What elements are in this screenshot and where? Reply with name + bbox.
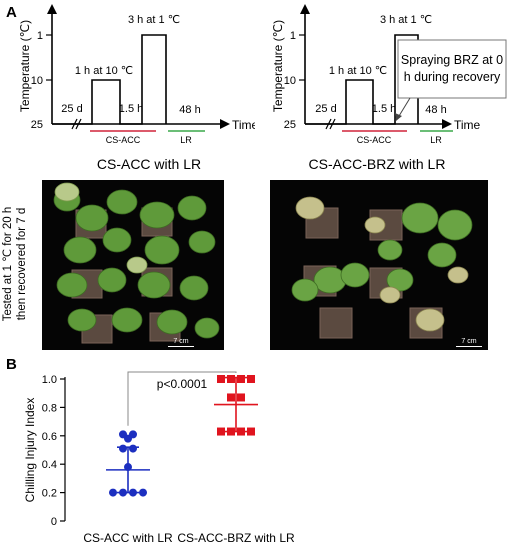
schematic-right-x-label: Time [454, 118, 481, 132]
y-tick-25: 25 [284, 119, 296, 131]
y-tick-label: 0.4 [42, 459, 57, 471]
side-label-line-2: then recovered for 7 d [16, 207, 28, 321]
data-point-square [227, 375, 235, 383]
y-tick-1: 1 [290, 30, 296, 42]
seg-3h-1: 3 h at 1 ℃ [380, 14, 432, 26]
photo-title-right: CS-ACC-BRZ with LR [308, 156, 446, 172]
seg-48h: 48 h [179, 104, 200, 116]
photo-title-left: CS-ACC with LR [96, 156, 202, 172]
y-tick-label: 0 [51, 516, 57, 528]
y-tick-10: 10 [31, 75, 43, 87]
chart-ylabel: Chilling Injury Index [23, 398, 37, 503]
schematic-right: Temperature (℃) Time 1 10 25 25 d 1 h at… [271, 4, 507, 145]
phase-cs-acc: CS-ACC [106, 135, 141, 145]
y-tick-10: 10 [284, 75, 296, 87]
scale-bar-left-line [168, 346, 194, 347]
data-point-square [217, 427, 225, 436]
seg-25d: 25 d [315, 103, 336, 115]
seg-48h: 48 h [425, 104, 446, 116]
data-point-circle [119, 444, 127, 453]
phase-cs-acc: CS-ACC [357, 135, 392, 145]
scale-bar-left-label: 7 cm [173, 338, 189, 345]
data-point-circle [129, 444, 137, 453]
schematic-left-y-label: Temperature (℃) [18, 20, 32, 112]
y-tick-label: 0.2 [42, 488, 57, 500]
y-tick-1: 1 [37, 30, 43, 42]
data-point-circle [109, 488, 117, 497]
significance-bracket [127, 371, 237, 426]
x-category-label: CS-ACC with LR [83, 531, 173, 545]
phase-lr: LR [430, 135, 442, 145]
phase-lr: LR [180, 135, 192, 145]
scale-bar-right-label: 7 cm [461, 338, 477, 345]
schematic-left: Temperature (℃) Time 1 10 25 25 d 1 h at… [18, 4, 255, 145]
scale-bar-right: 7 cm [456, 338, 482, 347]
seg-1h-10: 1 h at 10 ℃ [329, 65, 387, 77]
scale-bar-right-line [456, 346, 482, 347]
y-tick-label: 0.8 [42, 402, 57, 414]
seg-1-5h: 1.5 h [372, 103, 396, 115]
data-point-square [237, 375, 245, 383]
p-value-annotation: p<0.0001 [157, 377, 208, 391]
panel-a-label: A [6, 4, 17, 21]
data-point-square [217, 375, 225, 383]
y-tick-25: 25 [31, 119, 43, 131]
data-point-circle [124, 434, 132, 443]
data-point-square [227, 393, 235, 402]
schematic-right-y-label: Temperature (℃) [271, 20, 285, 112]
seg-1h-10: 1 h at 10 ℃ [75, 65, 133, 77]
data-point-square [247, 375, 255, 383]
seg-1-5h: 1.5 h [119, 103, 143, 115]
y-tick-label: 1.0 [42, 374, 57, 386]
plant-photo-left: 7 cm [42, 180, 224, 350]
chilling-injury-chart: Chilling Injury Index 0 0.2 0.4 0.6 0.8 1.0 p… [23, 371, 295, 545]
panel-b-label: B [6, 356, 17, 373]
plant-photo-right: 7 cm [270, 180, 488, 350]
data-point-square [237, 393, 245, 402]
callout-box [397, 39, 507, 99]
callout-text: Spraying BRZ at 0 h during recovery [400, 53, 504, 84]
data-point-square [247, 427, 255, 436]
y-tick-label: 0.6 [42, 431, 57, 443]
schematic-left-x-label: Time [232, 118, 255, 132]
side-label-line-1: Tested at 1 ℃ for 20 h [2, 206, 14, 322]
seg-25d: 25 d [61, 103, 82, 115]
x-category-label: CS-ACC-BRZ with LR [177, 531, 295, 545]
scale-bar-left: 7 cm [168, 338, 194, 347]
photo-side-label: Tested at 1 ℃ for 20 h then recovered fo… [1, 184, 31, 344]
data-point-circle [139, 488, 147, 497]
seg-3h-1: 3 h at 1 ℃ [128, 14, 180, 26]
